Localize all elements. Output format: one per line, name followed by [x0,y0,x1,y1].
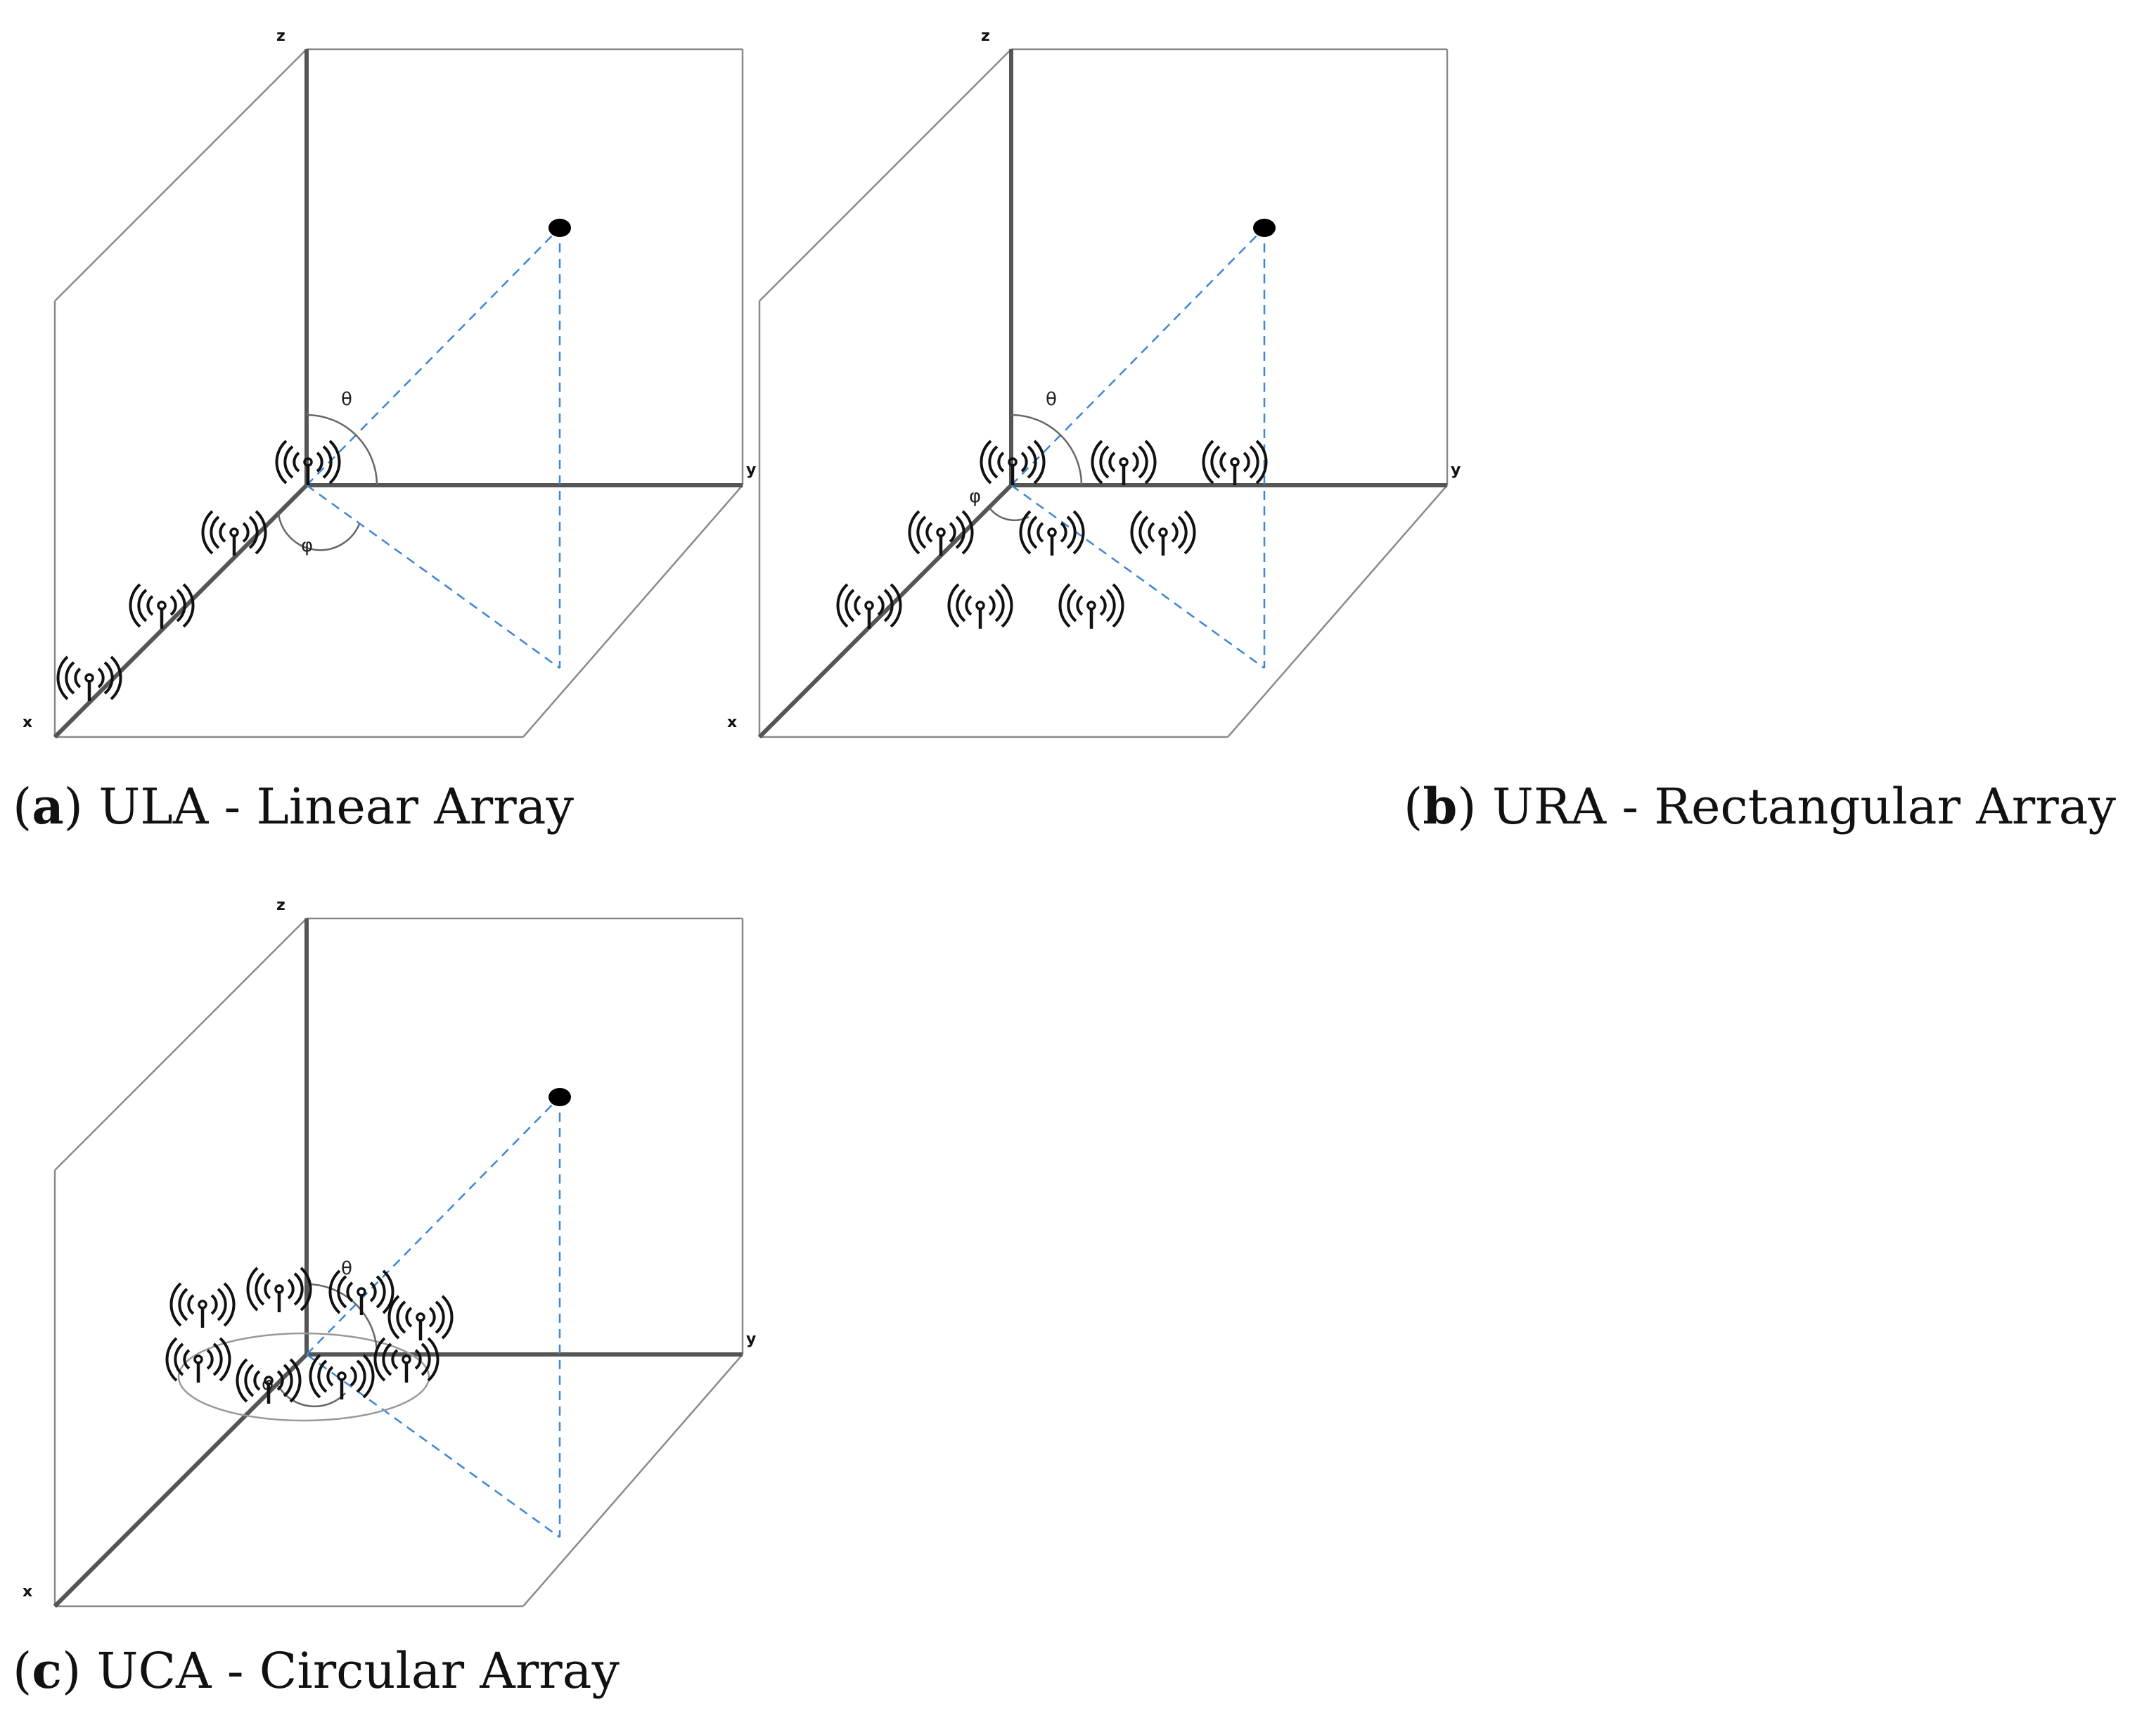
projection-line [306,484,560,669]
antenna-icon [1020,511,1083,556]
antenna-icon [838,584,900,629]
theta-arc [1010,414,1083,486]
box-edge [522,1354,743,1607]
x-axis-label: x [23,714,32,731]
box-edge [1227,485,1448,738]
theta-arc [306,414,378,486]
antenna-icon [1060,584,1122,629]
antenna-icon [1203,441,1266,485]
caption-letter: b [1423,777,1458,835]
box-edge [54,49,307,302]
z-axis-label: z [276,897,285,914]
antenna-icon [1092,441,1155,485]
x-axis [757,483,1013,739]
projection-line [306,1353,560,1539]
z-axis-label: z [981,27,990,45]
y-axis-label: y [746,461,756,479]
caption-text: ULA - Linear Array [98,778,575,835]
caption-c: (c) UCA - Circular Array [13,1641,620,1700]
antenna-icon [58,657,120,701]
caption-b: (b) URA - Rectangular Array [1404,777,2116,835]
x-axis-label: x [23,1583,32,1601]
antenna-icon [310,1355,373,1399]
projection-line [1010,484,1265,669]
phi-label: φ [301,535,313,556]
panel-b: θ φ z y x [727,27,1461,739]
y-axis-label: y [746,1331,756,1348]
theta-label: θ [341,1258,352,1279]
antenna-icon [1131,511,1194,556]
theta-label: θ [341,389,352,410]
x-axis [53,1352,309,1608]
x-axis-label: x [727,714,737,731]
target-point [548,1088,571,1106]
projection-line [306,1096,560,1355]
caption-text: URA - Rectangular Array [1491,778,2116,835]
target-point [1253,219,1276,237]
panel-c: θ φ z y x [23,897,756,1608]
caption-letter: a [32,777,64,835]
caption-letter: c [32,1641,62,1700]
target-point [548,219,571,237]
theta-label: θ [1046,389,1057,410]
projection-line [306,227,560,486]
caption-text: UCA - Circular Array [96,1642,620,1700]
x-axis [53,483,309,739]
antenna-icon [949,584,1011,629]
panel-a: θ φ z y x [23,27,756,739]
antenna-icon [130,584,193,629]
theta-arc [306,1283,378,1355]
box-edge [522,485,743,738]
phi-label: φ [969,486,981,507]
antenna-icon [203,511,265,556]
z-axis-label: z [276,27,285,45]
antenna-icon [909,511,972,556]
caption-a: (a) ULA - Linear Array [13,777,575,835]
box-edge [54,918,307,1171]
antenna-icon [389,1296,451,1340]
array-circle [177,1332,430,1422]
y-axis-label: y [1451,461,1461,479]
antenna-icon [171,1283,233,1328]
projection-line [1010,227,1265,486]
antenna-icon [248,1268,310,1312]
phi-arc [277,513,361,551]
box-edge [759,49,1012,302]
